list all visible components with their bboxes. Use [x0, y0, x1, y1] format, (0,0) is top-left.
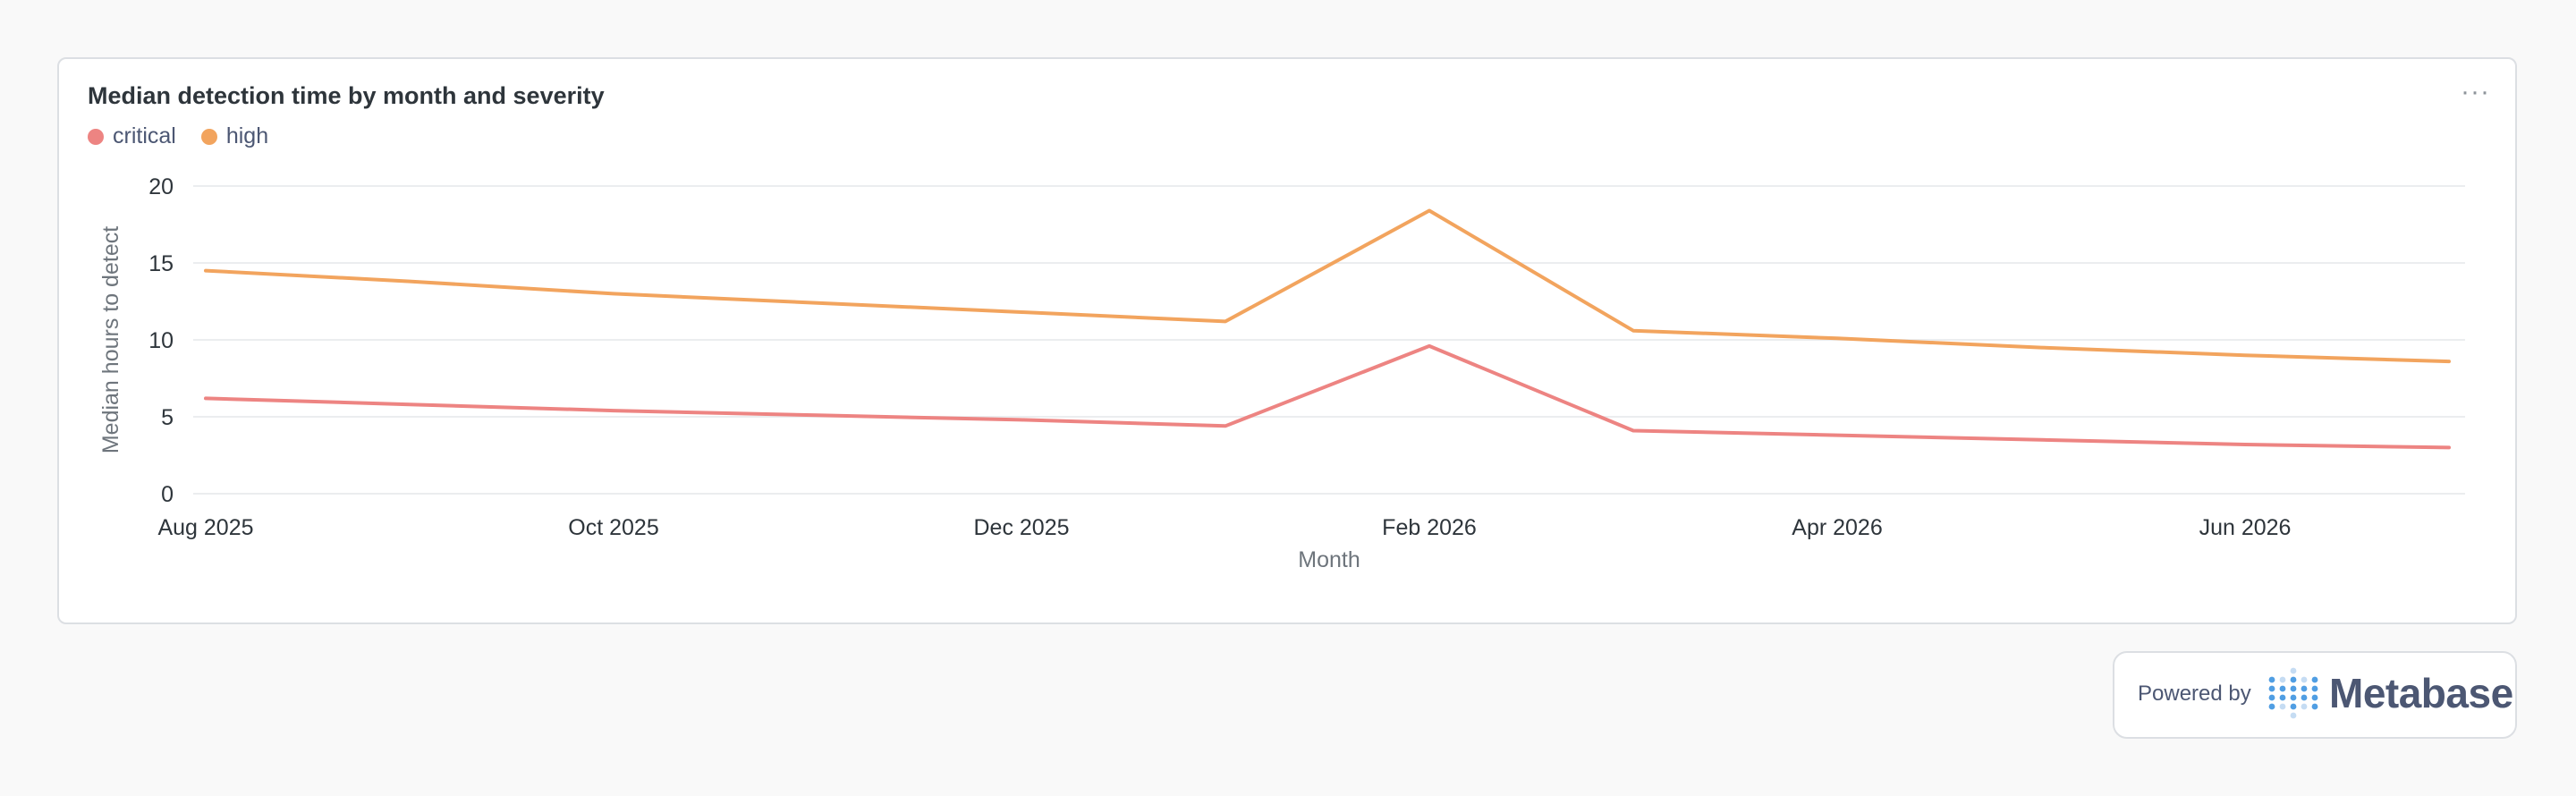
x-tick-label-5: Jun 2026 — [2199, 515, 2292, 540]
chart-card: Median detection time by month and sever… — [57, 57, 2517, 624]
x-tick-label-2: Dec 2025 — [973, 515, 1069, 540]
legend-item-high[interactable]: high — [200, 123, 269, 149]
y-tick-label-0: 0 — [161, 482, 174, 507]
legend-label-high: high — [225, 123, 269, 148]
chart-title: Median detection time by month and sever… — [88, 82, 605, 109]
powered-by-badge[interactable]: Powered by Metabase — [2113, 651, 2517, 739]
y-tick-label-15: 15 — [148, 251, 174, 276]
legend-label-critical: critical — [113, 123, 176, 148]
chart-legend: critical high — [88, 123, 268, 149]
metabase-logo-icon — [2268, 667, 2318, 719]
x-axis-title: Month — [1298, 547, 1360, 572]
x-tick-label-0: Aug 2025 — [157, 515, 253, 540]
x-tick-label-1: Oct 2025 — [568, 515, 658, 540]
legend-dot-high — [200, 128, 217, 145]
powered-by-text: Powered by — [2138, 682, 2251, 706]
more-options-icon[interactable]: ··· — [2461, 77, 2490, 106]
brand-name: Metabase — [2329, 670, 2513, 716]
x-tick-label-4: Apr 2026 — [1792, 515, 1882, 540]
legend-item-critical[interactable]: critical — [88, 123, 176, 149]
series-line-critical — [204, 343, 2451, 450]
x-tick-label-3: Feb 2026 — [1382, 515, 1477, 540]
y-tick-label-5: 5 — [161, 405, 174, 430]
y-tick-label-10: 10 — [148, 328, 174, 353]
legend-dot-critical — [88, 128, 104, 145]
line-chart: 0 5 10 15 20 Aug 2025 Oct 2025 Dec 2025 Feb 2026… — [98, 174, 2465, 572]
series-line-high — [204, 208, 2451, 364]
y-axis-title: Median hours to detect — [98, 226, 123, 453]
y-tick-label-20: 20 — [148, 174, 174, 199]
